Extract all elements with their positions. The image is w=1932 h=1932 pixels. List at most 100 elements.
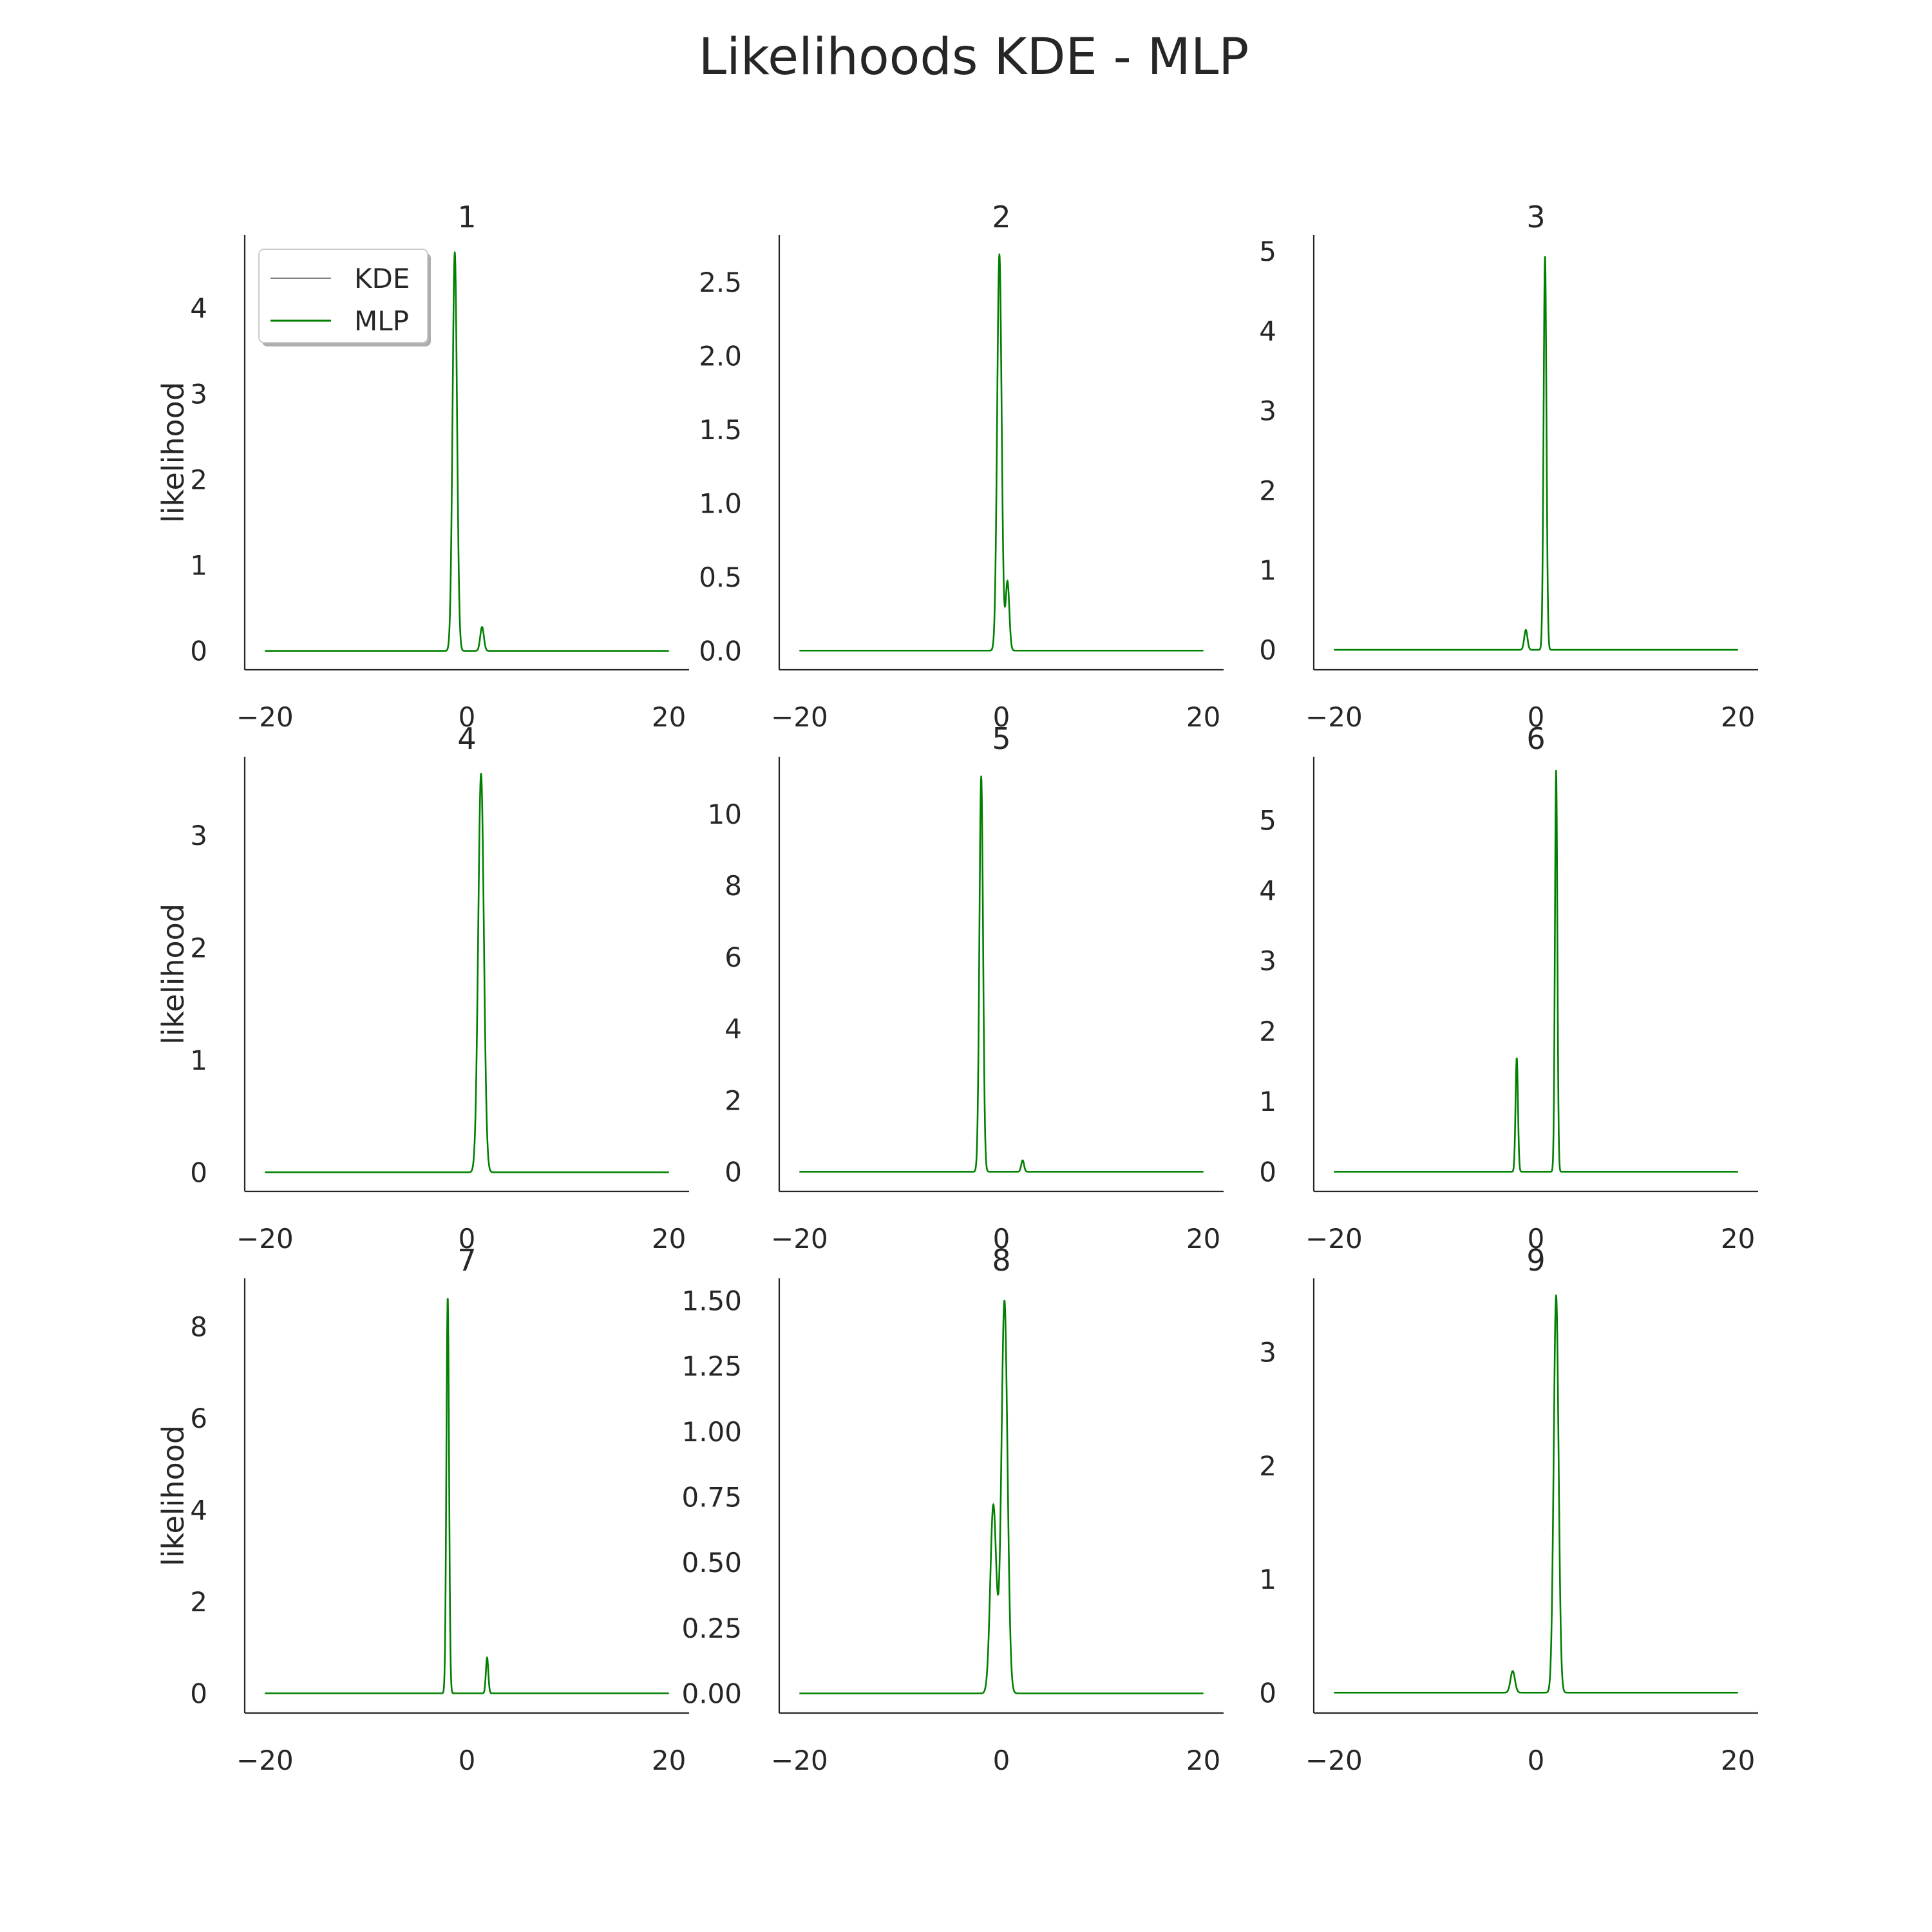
y-tick-label: 5 xyxy=(1259,236,1276,267)
y-tick-label: 1.0 xyxy=(699,488,742,519)
y-tick-label: 1 xyxy=(1259,1086,1276,1117)
subplot-title: 6 xyxy=(1526,721,1545,756)
subplot-title: 1 xyxy=(457,200,476,234)
y-tick-label: 2 xyxy=(1259,475,1276,506)
y-tick-label: 0 xyxy=(1259,634,1276,666)
mlp-series-line xyxy=(1333,770,1739,1173)
y-tick-label: 1.5 xyxy=(699,414,742,446)
y-tick-label: 0.5 xyxy=(699,562,742,593)
y-tick-label: 3 xyxy=(190,820,207,851)
x-tick-label: 0 xyxy=(993,1223,1010,1255)
kde-series-line xyxy=(265,773,669,1173)
y-tick-label: 2.0 xyxy=(699,341,742,372)
mlp-series-line xyxy=(264,772,670,1173)
x-tick-label: 20 xyxy=(1721,1745,1755,1776)
y-tick-label: 6 xyxy=(190,1403,207,1434)
subplot-title: 5 xyxy=(992,721,1010,756)
subplot-7: 7 0 2 4 6 8 −20 0 20 likelihood xyxy=(156,1243,689,1776)
y-tick-label: 0.50 xyxy=(681,1547,742,1578)
y-tick-label: 10 xyxy=(708,799,742,830)
subplot-title: 4 xyxy=(457,721,476,756)
y-tick-label: 1 xyxy=(1259,1564,1276,1595)
y-tick-label: 3 xyxy=(190,378,207,410)
subplot-1: 1 0 1 2 3 4 −20 0 20 likelihood KDE MLP xyxy=(156,200,689,733)
y-tick-label: 4 xyxy=(1259,875,1276,907)
y-tick-label: 0.75 xyxy=(681,1482,742,1513)
subplot-8: 8 0.00 0.25 0.50 0.75 1.00 1.25 1.50 −20 0 20 xyxy=(681,1243,1224,1776)
y-tick-label: 1 xyxy=(1259,554,1276,586)
y-tick-label: 3 xyxy=(1259,395,1276,426)
mlp-series-line xyxy=(1333,256,1739,651)
x-tick-label: −20 xyxy=(1305,701,1363,733)
kde-series-line xyxy=(799,776,1204,1173)
y-tick-label: 4 xyxy=(724,1013,742,1045)
mlp-series-line xyxy=(264,251,670,652)
y-tick-label: 1 xyxy=(190,1045,207,1076)
y-tick-label: 1.00 xyxy=(681,1416,742,1448)
subplot-title: 3 xyxy=(1526,200,1545,234)
legend-label-mlp: MLP xyxy=(354,305,409,337)
subplot-title: 9 xyxy=(1526,1243,1545,1278)
y-axis-label: likelihood xyxy=(156,1425,191,1566)
kde-series-line xyxy=(1334,256,1738,651)
mlp-series-line xyxy=(799,775,1204,1173)
y-tick-label: 6 xyxy=(724,942,742,973)
y-tick-label: 2 xyxy=(724,1084,742,1116)
subplot-4: 4 0 1 2 3 −20 0 20 likelihood xyxy=(156,721,689,1255)
y-tick-label: 0 xyxy=(190,1678,207,1709)
y-tick-label: 3 xyxy=(1259,945,1276,977)
y-tick-label: 8 xyxy=(190,1311,207,1343)
kde-series-line xyxy=(265,1298,669,1694)
y-tick-label: 0.25 xyxy=(681,1613,742,1644)
y-tick-label: 0.00 xyxy=(681,1678,742,1710)
x-tick-label: −20 xyxy=(236,1223,294,1255)
y-tick-label: 4 xyxy=(1259,316,1276,347)
subplot-title: 2 xyxy=(992,200,1010,234)
x-tick-label: −20 xyxy=(1305,1223,1363,1255)
y-axis-label: likelihood xyxy=(156,382,191,523)
mlp-series-line xyxy=(264,1298,670,1694)
y-tick-label: 0 xyxy=(724,1156,742,1188)
y-tick-label: 0 xyxy=(1259,1677,1276,1709)
kde-series-line xyxy=(1334,770,1738,1173)
x-tick-label: −20 xyxy=(771,1223,828,1255)
y-tick-label: 2 xyxy=(1259,1016,1276,1047)
x-tick-label: 0 xyxy=(1528,1223,1545,1255)
y-tick-label: 4 xyxy=(190,292,207,324)
y-tick-label: 0.0 xyxy=(699,635,742,667)
figure-title: Likelihoods KDE - MLP xyxy=(699,28,1249,86)
subplot-2: 2 0.0 0.5 1.0 1.5 2.0 2.5 −20 0 20 xyxy=(699,200,1224,733)
y-tick-label: 1.25 xyxy=(681,1350,742,1382)
x-tick-label: 0 xyxy=(459,1223,476,1255)
y-tick-label: 2.5 xyxy=(699,267,742,298)
subplot-9: 9 0 1 2 3 −20 0 20 xyxy=(1259,1243,1758,1776)
x-tick-label: 20 xyxy=(1186,1745,1220,1776)
x-tick-label: 0 xyxy=(993,1745,1010,1776)
subplot-6: 6 0 1 2 3 4 5 −20 0 20 xyxy=(1259,721,1758,1255)
y-tick-label: 2 xyxy=(190,933,207,964)
y-tick-label: 0 xyxy=(190,1157,207,1188)
x-tick-label: 0 xyxy=(993,701,1010,733)
x-tick-label: −20 xyxy=(1305,1745,1363,1776)
x-tick-label: −20 xyxy=(236,1745,294,1776)
x-tick-label: 20 xyxy=(1721,1223,1755,1255)
legend: KDE MLP xyxy=(258,249,431,346)
x-tick-label: 20 xyxy=(652,1745,686,1776)
mlp-series-line xyxy=(1333,1294,1739,1694)
subplot-3: 3 0 1 2 3 4 5 −20 0 20 xyxy=(1259,200,1758,733)
subplot-title: 7 xyxy=(457,1243,476,1278)
x-tick-label: 0 xyxy=(1528,701,1545,733)
x-tick-label: 0 xyxy=(459,701,476,733)
y-tick-label: 8 xyxy=(724,870,742,902)
mlp-series-line xyxy=(799,1300,1204,1694)
y-tick-label: 0 xyxy=(1259,1156,1276,1188)
x-tick-label: 20 xyxy=(1186,1223,1220,1255)
y-tick-label: 3 xyxy=(1259,1337,1276,1368)
y-axis-label: likelihood xyxy=(156,904,191,1045)
kde-series-line xyxy=(1334,1295,1738,1694)
x-tick-label: 0 xyxy=(459,1745,476,1776)
y-tick-label: 2 xyxy=(1259,1450,1276,1482)
x-tick-label: 20 xyxy=(652,1223,686,1255)
x-tick-label: 0 xyxy=(1528,1745,1545,1776)
